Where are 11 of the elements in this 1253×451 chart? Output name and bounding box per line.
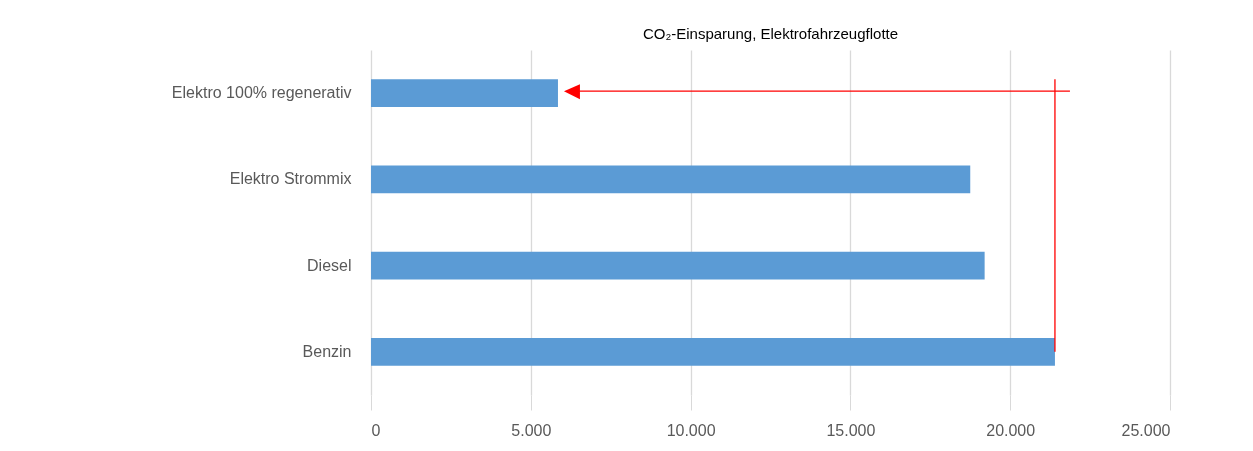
chart-title: CO₂-Einsparung, Elektrofahrzeugflotte [642,25,899,42]
x-tick-label: 15.000 [826,421,876,439]
x-tick-label: 25.000 [1121,421,1171,439]
y-tick-label: Diesel [307,256,352,274]
x-tick-label: 0 [371,421,381,439]
y-tick-label: Benzin [302,342,352,360]
x-tick-label: 5.000 [511,421,552,439]
x-tick-label: 10.000 [666,421,716,439]
x-tick-label: 20.000 [986,421,1036,439]
y-tick-label: Elektro 100% regenerativ [171,84,352,102]
y-tick-label: Elektro Strommix [229,170,352,188]
